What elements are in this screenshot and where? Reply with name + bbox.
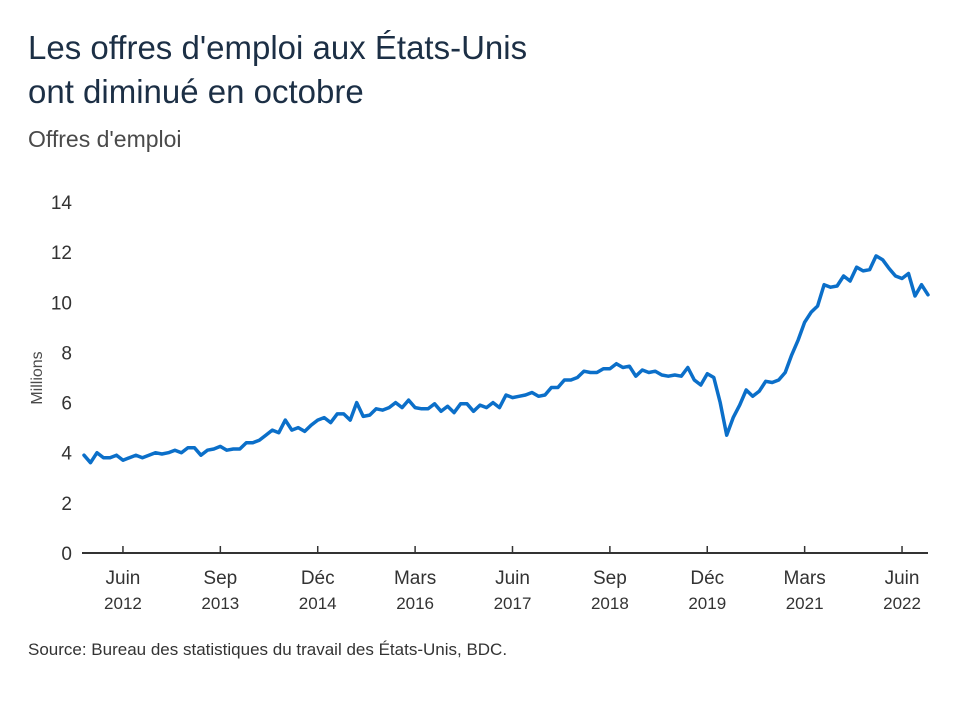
y-tick-label: 10	[51, 293, 72, 314]
y-tick-label: 4	[61, 444, 72, 465]
x-tick-label-month: Déc	[301, 568, 335, 589]
x-tick-label-month: Sep	[203, 568, 237, 589]
x-tick-label-month: Juin	[106, 568, 141, 589]
chart-subtitle: Offres d'emploi	[28, 126, 182, 152]
x-tick-label-month: Sep	[593, 568, 627, 589]
y-axis-label: Millions	[29, 351, 46, 404]
x-tick-label-year: 2012	[104, 594, 142, 613]
x-tick-label-month: Mars	[394, 568, 436, 589]
y-tick-label: 12	[51, 243, 72, 264]
x-tick-label-month: Déc	[690, 568, 724, 589]
y-tick-label: 8	[61, 343, 72, 364]
x-tick-label-year: 2022	[883, 594, 921, 613]
y-tick-label: 6	[61, 394, 72, 415]
source-note: Source: Bureau des statistiques du trava…	[28, 640, 508, 659]
series-line-job-openings	[82, 254, 930, 465]
chart-title-line-2: ont diminué en octobre	[28, 73, 364, 110]
chart-title: Les offres d'emploi aux États-Unis ont d…	[28, 26, 928, 114]
x-tick-label-month: Juin	[885, 568, 920, 589]
x-tick-label-year: 2017	[494, 594, 532, 613]
x-tick-label-year: 2013	[201, 594, 239, 613]
x-tick-label-year: 2014	[299, 594, 337, 613]
y-axis: 0 2 4 6 8 10 12 14	[51, 193, 73, 565]
x-tick-label-year: 2021	[786, 594, 824, 613]
y-tick-label: 14	[51, 193, 73, 214]
x-tick-label-year: 2019	[688, 594, 726, 613]
x-tick-label-year: 2016	[396, 594, 434, 613]
x-axis: Juin 2012 Sep 2013 Déc 2014 Mars 2016 Juin 2017 Se…	[82, 546, 928, 613]
y-tick-label: 2	[61, 494, 72, 515]
chart-title-line-1: Les offres d'emploi aux États-Unis	[28, 29, 528, 66]
x-tick-label-year: 2018	[591, 594, 629, 613]
x-tick-label-month: Juin	[495, 568, 530, 589]
x-tick-label-month: Mars	[784, 568, 826, 589]
y-tick-label: 0	[61, 544, 72, 565]
